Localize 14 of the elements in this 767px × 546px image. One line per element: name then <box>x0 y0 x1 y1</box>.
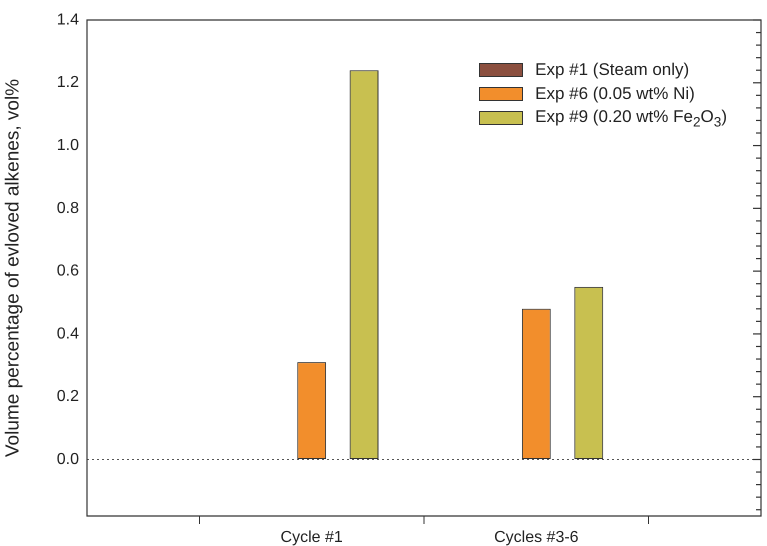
y-tick-label: 0.0 <box>56 450 80 468</box>
y-axis-title: Volume percentage of evloved alkenes, vol% <box>2 78 24 458</box>
legend-label: Exp #6 (0.05 wt% Ni) <box>535 84 695 104</box>
legend-label: Exp #1 (Steam only) <box>535 60 690 80</box>
y-tick-label: 1.4 <box>56 11 80 28</box>
x-tick-label: Cycle #1 <box>280 529 343 546</box>
y-tick-label: 1.0 <box>56 136 80 154</box>
legend-label: Exp #9 (0.20 wt% Fe$_{2}$O$_{3}$) <box>535 106 727 130</box>
y-tick-label: 0.4 <box>56 325 80 342</box>
x-tick-label: Cycles #3-6 <box>494 529 579 546</box>
y-tick-label: 1.2 <box>56 74 80 92</box>
y-tick-label: 0.8 <box>56 200 80 217</box>
y-tick-label: 0.2 <box>56 388 80 406</box>
y-tick-label: 0.6 <box>56 262 80 280</box>
